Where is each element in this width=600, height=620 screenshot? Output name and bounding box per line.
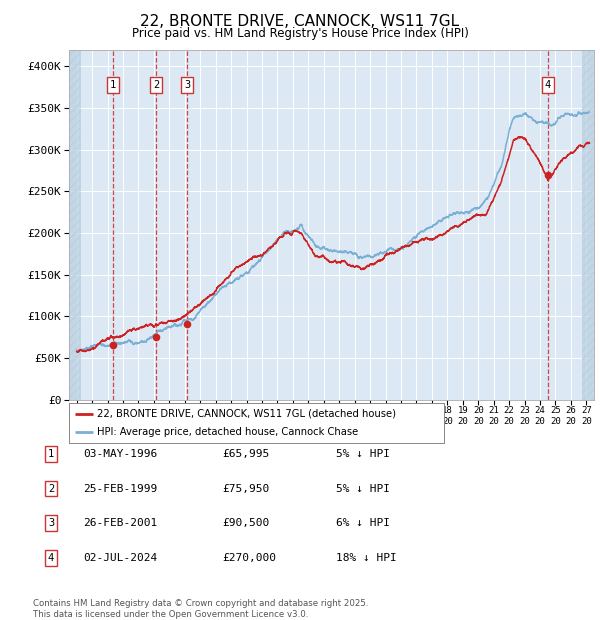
Text: £90,500: £90,500 [222, 518, 269, 528]
Text: £75,950: £75,950 [222, 484, 269, 494]
Text: 26-FEB-2001: 26-FEB-2001 [83, 518, 157, 528]
Text: 25-FEB-1999: 25-FEB-1999 [83, 484, 157, 494]
Text: 03-MAY-1996: 03-MAY-1996 [83, 449, 157, 459]
Text: 3: 3 [48, 518, 54, 528]
Text: HPI: Average price, detached house, Cannock Chase: HPI: Average price, detached house, Cann… [97, 427, 358, 438]
Text: 4: 4 [545, 79, 551, 90]
Text: 3: 3 [184, 79, 190, 90]
Text: 1: 1 [110, 79, 116, 90]
Text: £270,000: £270,000 [222, 553, 276, 563]
Bar [583, 50, 594, 400]
Text: 2: 2 [48, 484, 54, 494]
Text: 1: 1 [48, 449, 54, 459]
Text: 2: 2 [153, 79, 160, 90]
Text: 5% ↓ HPI: 5% ↓ HPI [336, 484, 390, 494]
Bar [69, 50, 80, 400]
Text: 22, BRONTE DRIVE, CANNOCK, WS11 7GL: 22, BRONTE DRIVE, CANNOCK, WS11 7GL [140, 14, 460, 29]
Text: 02-JUL-2024: 02-JUL-2024 [83, 553, 157, 563]
Text: 5% ↓ HPI: 5% ↓ HPI [336, 449, 390, 459]
Text: Price paid vs. HM Land Registry's House Price Index (HPI): Price paid vs. HM Land Registry's House … [131, 27, 469, 40]
Text: 22, BRONTE DRIVE, CANNOCK, WS11 7GL (detached house): 22, BRONTE DRIVE, CANNOCK, WS11 7GL (det… [97, 409, 396, 419]
Text: 6% ↓ HPI: 6% ↓ HPI [336, 518, 390, 528]
Text: 18% ↓ HPI: 18% ↓ HPI [336, 553, 397, 563]
Text: Contains HM Land Registry data © Crown copyright and database right 2025.
This d: Contains HM Land Registry data © Crown c… [33, 600, 368, 619]
Text: 4: 4 [48, 553, 54, 563]
Text: £65,995: £65,995 [222, 449, 269, 459]
